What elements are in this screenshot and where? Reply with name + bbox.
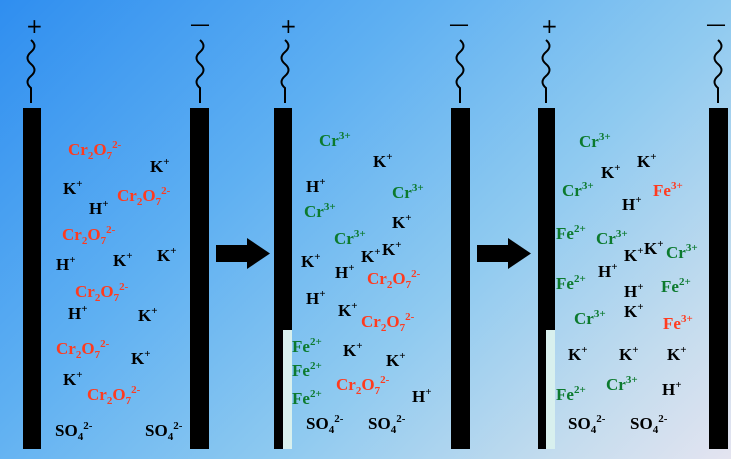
ion-label-so42: SO42-: [630, 413, 668, 436]
ion-label-cr3: Cr3+: [392, 182, 424, 202]
ion-label-cr3: Cr3+: [334, 228, 366, 248]
cathode-electrode: [709, 108, 728, 449]
ion-label-cr2o72: Cr2O72-: [367, 268, 421, 291]
ion-label-h: H+: [306, 176, 326, 196]
ion-label-h: H+: [622, 194, 642, 214]
ion-label-k: K+: [386, 350, 406, 370]
wire-icon: [26, 39, 36, 103]
ion-label-h: H+: [56, 254, 76, 274]
ion-label-h: H+: [335, 262, 355, 282]
positive-terminal-label: +: [26, 14, 43, 38]
ion-label-fe2: Fe2+: [661, 276, 691, 296]
ion-label-k: K+: [392, 212, 412, 232]
ion-label-h: H+: [412, 386, 432, 406]
ion-label-h: H+: [598, 261, 618, 281]
ion-label-k: K+: [568, 344, 588, 364]
ion-label-h: H+: [68, 303, 88, 323]
ion-label-cr3: Cr3+: [574, 308, 606, 328]
ion-label-k: K+: [131, 348, 151, 368]
cathode-electrode: [190, 108, 209, 449]
ion-label-cr3: Cr3+: [304, 201, 336, 221]
wire-icon: [455, 39, 465, 103]
ion-label-so42: SO42-: [368, 413, 406, 436]
ion-label-k: K+: [138, 305, 158, 325]
wire-icon: [713, 39, 723, 103]
ion-label-fe2: Fe2+: [556, 223, 586, 243]
ion-label-cr3: Cr3+: [562, 180, 594, 200]
wire-icon: [541, 39, 551, 103]
negative-terminal-label: —: [706, 12, 726, 36]
ion-label-k: K+: [667, 344, 687, 364]
ion-label-h: H+: [624, 281, 644, 301]
ion-label-k: K+: [150, 156, 170, 176]
ion-label-cr2o72: Cr2O72-: [361, 311, 415, 334]
ion-label-cr3: Cr3+: [579, 131, 611, 151]
ion-label-k: K+: [624, 245, 644, 265]
ion-label-k: K+: [63, 369, 83, 389]
ion-label-cr2o72: Cr2O72-: [68, 139, 122, 162]
ion-label-k: K+: [644, 238, 664, 258]
anode-corroded-region: [546, 330, 555, 449]
ion-label-so42: SO42-: [306, 413, 344, 436]
ion-label-fe2: Fe2+: [556, 273, 586, 293]
ion-label-k: K+: [624, 301, 644, 321]
ion-label-k: K+: [361, 246, 381, 266]
ion-label-k: K+: [113, 250, 133, 270]
ion-label-cr2o72: Cr2O72-: [336, 374, 390, 397]
ion-label-fe3: Fe3+: [663, 313, 693, 333]
anode-electrode: [23, 108, 41, 449]
positive-terminal-label: +: [280, 14, 297, 38]
ion-label-cr2o72: Cr2O72-: [117, 185, 171, 208]
ion-label-k: K+: [601, 162, 621, 182]
wire-icon: [280, 39, 290, 103]
ion-label-k: K+: [63, 178, 83, 198]
ion-label-fe3: Fe3+: [653, 180, 683, 200]
negative-terminal-label: —: [190, 12, 210, 36]
ion-label-k: K+: [157, 245, 177, 265]
negative-terminal-label: —: [449, 12, 469, 36]
ion-label-cr3: Cr3+: [606, 374, 638, 394]
ion-label-h: H+: [306, 288, 326, 308]
ion-label-fe2: Fe2+: [292, 336, 322, 356]
ion-label-cr2o72: Cr2O72-: [62, 224, 116, 247]
cathode-electrode: [451, 108, 470, 449]
ion-label-k: K+: [382, 239, 402, 259]
ion-label-cr2o72: Cr2O72-: [87, 384, 141, 407]
right-arrow-icon: [216, 238, 270, 269]
ion-label-fe2: Fe2+: [556, 384, 586, 404]
ion-label-k: K+: [301, 251, 321, 271]
ion-label-k: K+: [338, 300, 358, 320]
right-arrow-icon: [477, 238, 531, 269]
ion-label-k: K+: [619, 344, 639, 364]
ion-label-cr2o72: Cr2O72-: [75, 281, 129, 304]
ion-label-k: K+: [373, 151, 393, 171]
ion-label-cr3: Cr3+: [666, 242, 698, 262]
ion-label-h: H+: [89, 198, 109, 218]
ion-label-k: K+: [637, 151, 657, 171]
ion-label-so42: SO42-: [55, 420, 93, 443]
ion-label-so42: SO42-: [568, 413, 606, 436]
ion-label-fe2: Fe2+: [292, 388, 322, 408]
ion-label-cr2o72: Cr2O72-: [56, 338, 110, 361]
ion-label-k: K+: [343, 340, 363, 360]
ion-label-h: H+: [662, 379, 682, 399]
anode-corroded-region: [283, 330, 292, 449]
ion-label-so42: SO42-: [145, 420, 183, 443]
positive-terminal-label: +: [541, 14, 558, 38]
wire-icon: [195, 39, 205, 103]
ion-label-fe2: Fe2+: [292, 360, 322, 380]
ion-label-cr3: Cr3+: [596, 228, 628, 248]
ion-label-cr3: Cr3+: [319, 130, 351, 150]
